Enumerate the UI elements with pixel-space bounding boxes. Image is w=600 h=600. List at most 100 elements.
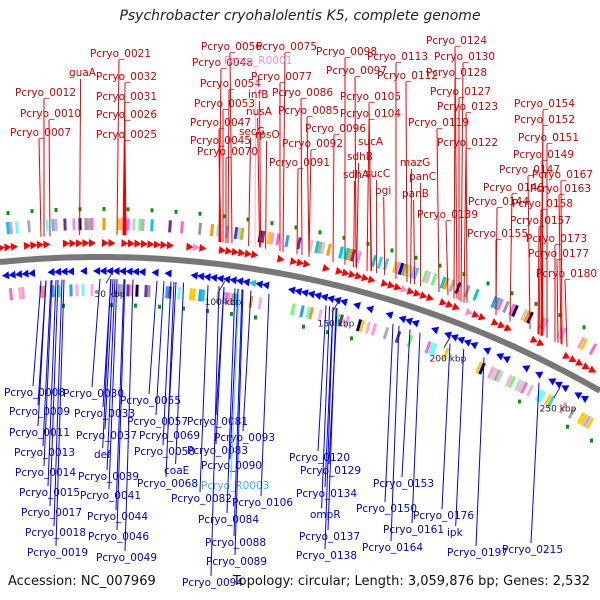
cog-tile bbox=[168, 220, 172, 233]
feature-marker bbox=[206, 308, 209, 313]
top-gene-label: Pcryo_0124 bbox=[426, 35, 487, 47]
bottom-gene-label: Pcryo_0014 bbox=[15, 467, 76, 479]
cog-tile bbox=[523, 310, 531, 323]
cog-tile bbox=[344, 315, 350, 329]
bottom-leader-line bbox=[53, 279, 63, 527]
forward-gene-arrow bbox=[244, 249, 252, 258]
cog-tile bbox=[356, 250, 362, 264]
cog-tile bbox=[320, 242, 326, 255]
reverse-gene-arrow bbox=[457, 336, 466, 345]
forward-gene-arrow bbox=[406, 286, 415, 295]
cog-tile bbox=[358, 319, 366, 333]
cog-tile bbox=[63, 218, 67, 231]
top-gene-labels: Pcryo_0021 guaA Pcryo_0012 Pcryo_0010 Pcryo_… bbox=[10, 35, 597, 347]
forward-gene-arrow bbox=[30, 241, 38, 250]
bottom-gene-label: Pcryo_0030 bbox=[63, 388, 124, 400]
forward-gene-arrow bbox=[88, 239, 96, 248]
reverse-gene-arrow bbox=[255, 280, 264, 289]
reverse-gene-arrow bbox=[483, 347, 492, 355]
cog-tile bbox=[370, 323, 378, 336]
forward-gene-arrow bbox=[588, 365, 597, 373]
cog-tile bbox=[8, 221, 14, 234]
forward-gene-arrow bbox=[82, 239, 90, 248]
top-gene-label: Pcryo_0167 bbox=[532, 169, 593, 181]
cog-tile bbox=[314, 240, 320, 254]
forward-gene-arrow bbox=[562, 351, 571, 359]
top-leader-line bbox=[463, 148, 467, 303]
reverse-gene-arrow bbox=[197, 272, 205, 281]
bottom-gene-label: Pcryo_0138 bbox=[296, 550, 357, 562]
top-gene-label: panB bbox=[402, 188, 429, 200]
cog-tile bbox=[370, 254, 378, 268]
reverse-gene-arrow bbox=[125, 267, 133, 276]
cog-tile bbox=[430, 273, 438, 286]
top-gene-label: mazG bbox=[400, 157, 430, 169]
reverse-gene-arrow bbox=[470, 342, 479, 350]
top-gene-label: Pcryo_0163 bbox=[530, 183, 591, 195]
top-gene-label: Pcryo_0119 bbox=[408, 117, 469, 129]
cog-tile bbox=[54, 218, 58, 231]
reverse-gene-arrow bbox=[502, 356, 511, 364]
reverse-gene-arrow bbox=[340, 298, 348, 307]
cog-tile bbox=[493, 297, 501, 310]
bottom-gene-label: coaE bbox=[164, 465, 189, 477]
top-leader-line bbox=[282, 52, 286, 252]
cog-tile bbox=[290, 303, 296, 316]
top-leader-line bbox=[366, 119, 370, 272]
forward-gene-arrow bbox=[250, 250, 259, 259]
cog-tile bbox=[177, 287, 181, 300]
cog-tile bbox=[364, 321, 372, 334]
top-gene-label: Pcryo_0053 bbox=[194, 98, 255, 110]
feature-marker bbox=[366, 241, 370, 246]
cog-tile bbox=[496, 298, 504, 311]
cog-tile bbox=[439, 276, 447, 289]
forward-gene-arrow bbox=[43, 240, 51, 249]
top-leader-line bbox=[354, 76, 357, 268]
forward-gene-arrow bbox=[380, 279, 389, 287]
forward-gene-arrow bbox=[69, 239, 77, 248]
bottom-leader-line bbox=[384, 323, 394, 503]
forward-gene-arrow bbox=[445, 300, 454, 308]
reverse-gene-arrow bbox=[333, 296, 342, 305]
genome-summary: Topology: circular; Length: 3,059,876 bp… bbox=[232, 574, 590, 589]
forward-gene-arrow bbox=[225, 246, 233, 255]
top-gene-label: Pcryo_0104 bbox=[340, 108, 401, 120]
bottom-leader-line bbox=[233, 289, 243, 537]
cog-tile bbox=[344, 247, 350, 261]
cog-tile bbox=[427, 342, 435, 355]
reverse-gene-arrow bbox=[522, 365, 531, 373]
feature-marker bbox=[126, 207, 130, 212]
cog-tile bbox=[197, 222, 203, 235]
cog-tile bbox=[260, 230, 266, 244]
feature-marker bbox=[134, 303, 137, 308]
feature-marker bbox=[326, 330, 329, 335]
reverse-gene-arrow bbox=[288, 286, 296, 295]
scale-tick-mark bbox=[553, 387, 561, 398]
cog-tile bbox=[582, 415, 592, 428]
cog-tile bbox=[209, 223, 215, 237]
top-gene-label: Pcryo_0157 bbox=[510, 215, 571, 227]
top-leader-line bbox=[410, 168, 413, 284]
forward-gene-arrow bbox=[186, 242, 194, 251]
bottom-leader-line bbox=[401, 329, 411, 478]
cog-tile bbox=[27, 220, 31, 233]
bottom-leader-line bbox=[210, 286, 220, 577]
feature-marker bbox=[254, 315, 257, 320]
top-leader-line bbox=[413, 199, 416, 285]
feature-marker bbox=[230, 311, 233, 316]
scale-tick-label: 200 kbp bbox=[430, 355, 467, 365]
cog-tile bbox=[144, 285, 148, 298]
top-leader-line bbox=[537, 226, 540, 334]
top-gene-label: Pcryo_0113 bbox=[367, 51, 428, 63]
cog-tile bbox=[576, 336, 586, 349]
feature-marker bbox=[102, 207, 106, 212]
reverse-gene-arrow bbox=[496, 353, 505, 361]
cog-tile bbox=[520, 308, 528, 321]
top-gene-label: infB bbox=[248, 89, 268, 101]
bottom-gene-label: Pcryo_0084 bbox=[198, 514, 259, 526]
bottom-gene-label: ompR bbox=[310, 509, 341, 521]
top-gene-label: Pcryo_0173 bbox=[526, 233, 587, 245]
cog-tile bbox=[317, 241, 323, 254]
top-gene-label: Pcryo_0158 bbox=[512, 198, 573, 210]
cog-tile bbox=[308, 239, 314, 252]
